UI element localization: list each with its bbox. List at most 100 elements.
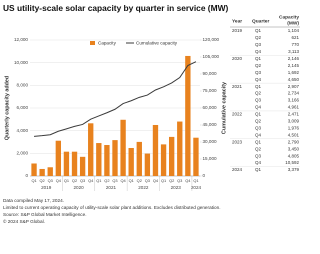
table-cell: 3,166 [288,98,300,103]
table-cell: Q1 [255,112,262,117]
bar [112,140,118,176]
bar [177,121,183,176]
table-cell: 1,104 [288,28,300,33]
table-cell: 2023 [232,139,243,144]
x-tick-label: Q2 [40,178,45,183]
bar [152,124,159,176]
bar [193,137,199,176]
table-cell: 621 [291,35,299,40]
y2-tick-label: 105,000 [203,54,220,59]
bar [104,145,110,176]
table-cell: Q1 [255,84,262,89]
x-tick-label: Q3 [145,178,150,183]
footnote: Data compiled May 17, 2024. [3,198,64,203]
x-tick-label: Q2 [72,178,77,183]
table-cell: Q3 [255,42,262,47]
legend-label: Capacity [98,40,117,45]
table-cell: Q4 [255,160,262,165]
table-cell: 10,592 [285,160,299,165]
bar [39,168,45,176]
table-cell: 4,501 [288,132,300,137]
x-group-label: 2020 [73,185,84,190]
table-cell: Q1 [255,167,262,172]
y2-tick-label: 45,000 [203,122,217,127]
y2-tick-label: 90,000 [203,71,217,76]
x-tick-label: Q4 [185,178,191,183]
y-tick-label: 6,000 [17,105,29,110]
footnote: © 2024 S&P Global. [3,218,45,224]
x-tick-label: Q1 [64,178,69,183]
bar [96,143,102,176]
x-tick-label: Q3 [48,178,53,183]
table-cell: 2,907 [288,84,300,89]
y-tick-label: 10,000 [14,60,28,65]
bar [47,167,53,176]
table-cell: Q4 [255,105,262,110]
x-tick-label: Q4 [120,178,126,183]
bar [88,123,94,176]
bar [160,144,167,176]
x-group-label: 2023 [171,185,182,190]
bar [71,151,78,176]
legend-label: Cumulative capacity [136,40,178,45]
x-tick-label: Q4 [88,178,94,183]
table-cell: Q3 [255,125,262,130]
line [34,61,197,137]
table-cell: Q2 [255,119,262,124]
y2-axis-label: Cumulative capacity [221,82,227,134]
table-header: (MW) [287,20,299,26]
y2-tick-label: 60,000 [203,105,217,110]
x-tick-label: Q2 [137,178,142,183]
x-tick-label: Q1 [161,178,166,183]
table-cell: 2,734 [288,91,300,96]
footnote: Source: S&P Global Market Intelligence. [3,212,87,217]
table-cell: Q2 [255,35,262,40]
table-cell: Q4 [255,49,262,54]
table-cell: 2024 [232,167,243,172]
x-tick-label: Q3 [177,178,182,183]
y2-tick-label: 120,000 [203,37,220,42]
table-cell: 2019 [232,28,243,33]
table-cell: Q1 [255,56,262,61]
y-tick-label: 0 [25,173,28,178]
x-tick-label: Q4 [153,178,159,183]
table-cell: 2,146 [288,56,300,61]
bar [63,151,70,176]
y2-tick-label: 75,000 [203,88,217,93]
table-cell: Q1 [255,28,262,33]
bar [31,163,37,176]
table-cell: 2,790 [288,139,300,144]
y-axis-label: Quarterly capacity added [4,76,10,140]
y2-tick-label: 30,000 [203,139,217,144]
table-cell: 3,450 [288,146,300,151]
bar [144,153,151,176]
table-cell: Q1 [255,139,262,144]
bar [79,156,86,176]
table-cell: 770 [291,42,299,47]
table-cell: Q3 [255,98,262,103]
table-cell: 4,805 [288,153,300,158]
y-tick-label: 12,000 [14,37,28,42]
table-cell: 2022 [232,112,243,117]
table-cell: 2,145 [288,63,300,68]
table-cell: 1,976 [288,125,300,130]
table-cell: 3,009 [288,119,300,124]
table-cell: Q2 [255,91,262,96]
table-cell: 1,692 [288,70,300,75]
bar [55,140,62,176]
bar [168,136,175,176]
x-tick-label: Q2 [104,178,109,183]
legend-swatch [90,41,95,45]
x-group-label: 2019 [41,185,52,190]
table-header: Year [232,18,242,24]
bar [185,55,191,176]
x-group-label: 2022 [138,185,149,190]
y-tick-label: 2,000 [17,151,29,156]
chart-title: US utility-scale solar capacity by quart… [3,3,228,13]
table-header: Quarter [252,18,269,24]
table-cell: 2020 [232,56,243,61]
y2-tick-label: 0 [203,173,206,178]
x-tick-label: Q1 [96,178,101,183]
x-tick-label: Q1 [129,178,134,183]
table-cell: 2021 [232,84,243,89]
